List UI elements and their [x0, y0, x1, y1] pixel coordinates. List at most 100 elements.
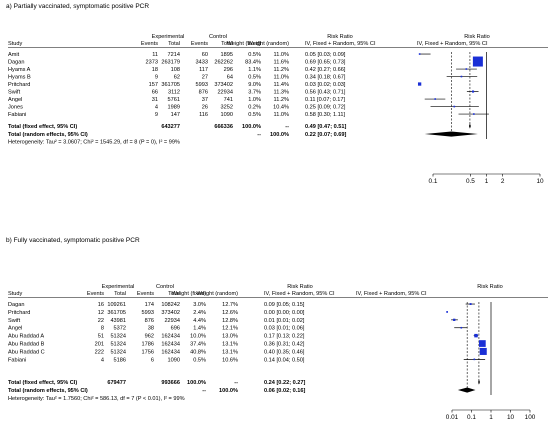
effect-square	[460, 326, 463, 329]
experimental-total: 62	[174, 75, 180, 81]
fixed-effect-diamond	[468, 123, 471, 129]
random-effects-diamond	[457, 387, 476, 393]
total-weight-random: --	[285, 124, 289, 130]
weight-fixed: 37.4%	[190, 342, 206, 348]
total-random-ci: 0.22 [0.07; 0.69]	[305, 132, 346, 138]
experimental-events: 201	[95, 342, 104, 348]
control-total: 1090	[221, 112, 233, 118]
x-tick-label: 10	[507, 414, 515, 421]
weight-random: 12.8%	[222, 318, 238, 324]
experimental-total: 7214	[168, 52, 180, 58]
weight-fixed: 2.4%	[193, 310, 206, 316]
experimental-total: 361705	[161, 82, 180, 88]
total-fixed-label: Total (fixed effect, 95% CI)	[8, 380, 77, 386]
control-events: 5993	[196, 82, 208, 88]
experimental-events: 222	[95, 349, 104, 355]
weight-random: 13.1%	[222, 349, 238, 355]
control-total: 373402	[214, 82, 233, 88]
total-experimental: 679477	[107, 380, 126, 386]
experimental-total: 147	[171, 112, 180, 118]
weight-random: 10.4%	[273, 105, 289, 111]
experimental-total: 109261	[107, 302, 126, 308]
weight-fixed: 1.0%	[248, 97, 261, 103]
weight-fixed: 40.8%	[190, 349, 206, 355]
panel-title: a) Partially vaccinated, symptomatic pos…	[6, 3, 150, 10]
weight-random: 11.2%	[274, 97, 289, 103]
experimental-events: 22	[98, 318, 104, 324]
effect-square	[472, 56, 483, 67]
control-events: 962	[145, 334, 154, 340]
weight-fixed: 0.5%	[248, 52, 261, 58]
col-events: Events	[87, 291, 104, 297]
effect-square	[453, 318, 456, 321]
risk-ratio-ci: 0.25 [0.09; 0.72]	[305, 105, 346, 111]
experimental-events: 18	[152, 67, 158, 73]
control-events: 38	[148, 326, 154, 332]
study-name: Jones	[8, 105, 23, 111]
risk-ratio-ci: 0.17 [0.13; 0.22]	[264, 334, 305, 340]
experimental-events: 4	[155, 105, 158, 111]
weight-random: 13.0%	[222, 334, 238, 340]
experimental-total: 361705	[107, 310, 126, 316]
experimental-events: 8	[101, 326, 104, 332]
experimental-total: 51324	[110, 342, 126, 348]
x-tick-label: 2	[501, 178, 505, 185]
col-total: Total	[168, 291, 180, 297]
x-tick-label: 0.1	[429, 178, 438, 185]
effect-square	[473, 113, 475, 115]
experimental-total: 5372	[114, 326, 126, 332]
weight-fixed: 0.5%	[248, 112, 261, 118]
total-weight-fixed: --	[257, 132, 261, 138]
header-control: Control	[156, 284, 174, 290]
control-events: 876	[145, 318, 154, 324]
forest-plot-svg: Experimental Control Risk Ratio Risk Ratio S…	[8, 34, 548, 185]
col-total: Total	[221, 41, 233, 47]
effect-square	[434, 98, 437, 100]
control-total: 162434	[161, 334, 180, 340]
x-tick-label: 0.5	[466, 178, 475, 185]
weight-fixed: 0.2%	[248, 105, 261, 111]
total-fixed-ci: 0.24 [0.22; 0.27]	[264, 380, 305, 386]
study-name: Angel	[8, 326, 22, 332]
total-weight-fixed: 100.0%	[242, 124, 261, 130]
risk-ratio-ci: 0.00 [0.00; 0.00]	[264, 310, 305, 316]
risk-ratio-ci: 0.03 [0.02; 0.03]	[305, 82, 346, 88]
total-experimental: 643277	[161, 124, 180, 130]
total-random-label: Total (random effects, 95% CI)	[8, 388, 88, 394]
experimental-events: 4	[101, 357, 104, 363]
weight-fixed: 4.4%	[193, 318, 206, 324]
experimental-events: 11	[152, 52, 158, 58]
weight-random: 13.1%	[222, 342, 238, 348]
weight-fixed: 3.0%	[193, 302, 206, 308]
weight-random: 12.1%	[222, 326, 238, 332]
effect-square	[460, 75, 463, 78]
experimental-total: 108	[171, 67, 180, 73]
effect-square	[479, 347, 487, 355]
risk-ratio-ci: 0.34 [0.18; 0.67]	[305, 75, 346, 81]
weight-fixed: 3.7%	[248, 90, 261, 96]
header-risk-ratio-plot: Risk Ratio	[477, 284, 503, 290]
control-total: 1090	[168, 357, 180, 363]
control-events: 27	[202, 75, 208, 81]
total-fixed-ci: 0.49 [0.47; 0.51]	[305, 124, 346, 130]
total-random-ci: 0.06 [0.02; 0.16]	[264, 388, 305, 394]
study-name: Hyams A	[8, 67, 31, 73]
experimental-events: 12	[98, 310, 104, 316]
header-risk-ratio-plot: Risk Ratio	[464, 34, 490, 40]
risk-ratio-ci: 0.40 [0.35; 0.46]	[264, 349, 305, 355]
x-tick-label: 1	[485, 178, 489, 185]
weight-random: 11.2%	[274, 67, 289, 73]
col-total: Total	[168, 41, 180, 47]
col-total: Total	[114, 291, 126, 297]
effect-square	[418, 53, 421, 55]
study-name: Abu Raddad A	[8, 334, 44, 340]
x-tick-label: 10	[536, 178, 544, 185]
risk-ratio-ci: 0.03 [0.01; 0.06]	[264, 326, 305, 332]
control-events: 116	[199, 112, 208, 118]
weight-fixed: 9.0%	[248, 82, 261, 88]
header-experimental: Experimental	[152, 34, 185, 40]
col-plot-method: IV, Fixed + Random, 95% CI	[356, 291, 427, 297]
experimental-total: 263179	[161, 60, 180, 66]
risk-ratio-ci: 0.42 [0.27; 0.66]	[305, 67, 346, 73]
x-tick-label: 0.01	[446, 414, 459, 421]
